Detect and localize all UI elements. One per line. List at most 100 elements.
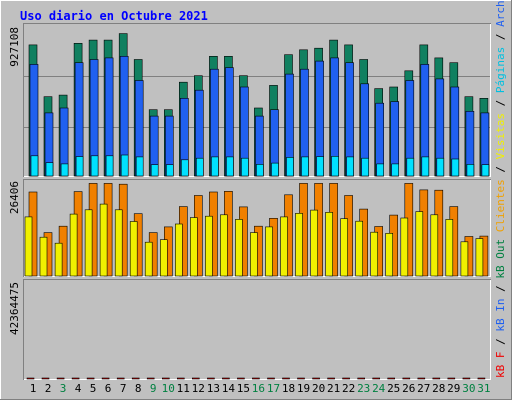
bar-clientes-day-19 <box>295 213 303 277</box>
bar-kb-f-day-10 <box>162 377 170 380</box>
x-label-day-12: 12 <box>192 382 205 395</box>
bar-clientes-day-26 <box>400 217 409 277</box>
bar-clientes-day-11 <box>175 223 183 277</box>
bar-kb-f-day-26 <box>402 377 411 380</box>
bar-páginas-day-11 <box>181 159 189 177</box>
bar-kb-f-day-9 <box>146 377 155 380</box>
bar-kb-f-day-6 <box>101 377 110 380</box>
panel-middle <box>23 179 491 277</box>
bar-kb-f-day-31 <box>477 377 486 380</box>
legend-part-8: Visitas <box>494 113 507 159</box>
legend-part-3: / <box>494 279 507 299</box>
bar-páginas-day-29 <box>451 158 460 177</box>
chart-title: Uso diario en Octubre 2021 <box>20 9 208 23</box>
bar-clientes-day-24 <box>370 231 379 277</box>
x-label-day-18: 18 <box>282 382 295 395</box>
bar-clientes-day-29 <box>445 219 454 277</box>
bar-páginas-day-8 <box>135 156 144 177</box>
x-label-day-14: 14 <box>222 382 236 395</box>
x-label-day-6: 6 <box>105 382 112 395</box>
bars-middle-panel <box>24 183 489 277</box>
bar-kb-f-day-17 <box>267 377 275 380</box>
bar-clientes-day-12 <box>190 217 198 277</box>
bar-páginas-day-10 <box>166 164 174 177</box>
bar-páginas-day-19 <box>301 156 309 177</box>
x-label-day-21: 21 <box>327 382 340 395</box>
x-label-day-24: 24 <box>372 382 386 395</box>
bar-kb-f-day-3 <box>56 377 65 380</box>
legend-part-0: kB F <box>494 352 507 379</box>
bar-kb-f-day-20 <box>312 377 320 380</box>
legend-part-5 <box>494 232 507 239</box>
bar-clientes-day-31 <box>475 238 484 277</box>
bar-páginas-day-27 <box>421 156 430 177</box>
bar-páginas-day-18 <box>286 157 294 177</box>
right-legend: kB F / kB In / kB Out Clientes / Visitas… <box>494 0 507 378</box>
bar-clientes-day-17 <box>265 226 273 277</box>
legend-part-9: / <box>494 93 507 113</box>
bar-kb-f-day-29 <box>447 377 456 380</box>
x-label-day-4: 4 <box>75 382 82 395</box>
bar-kb-f-day-21 <box>327 377 335 380</box>
bar-clientes-day-18 <box>280 216 288 277</box>
bar-clientes-day-30 <box>460 241 469 277</box>
bar-kb-f-day-11 <box>177 377 185 380</box>
bar-kb-f-day-18 <box>282 377 290 380</box>
bar-clientes-day-20 <box>310 209 318 277</box>
legend-part-7: / <box>494 159 507 179</box>
x-label-day-5: 5 <box>90 382 97 395</box>
bar-páginas-day-3 <box>60 163 69 177</box>
legend-part-1: / <box>494 332 507 352</box>
bar-páginas-day-26 <box>406 157 415 177</box>
bar-páginas-day-20 <box>316 156 324 177</box>
bar-kb-f-day-5 <box>86 377 95 380</box>
bar-kb-f-day-19 <box>297 377 305 380</box>
legend-part-12: Archivos <box>494 0 507 27</box>
legend-part-4: kB Out <box>494 239 507 279</box>
bar-clientes-day-25 <box>385 233 394 277</box>
bar-clientes-day-6 <box>99 203 108 277</box>
bar-páginas-day-17 <box>271 162 279 177</box>
x-label-day-22: 22 <box>342 382 355 395</box>
x-label-day-9: 9 <box>150 382 157 395</box>
bar-páginas-day-6 <box>105 155 114 177</box>
bar-clientes-day-16 <box>250 232 258 277</box>
x-label-day-25: 25 <box>387 382 400 395</box>
x-label-day-27: 27 <box>417 382 430 395</box>
bar-clientes-day-4 <box>69 213 78 277</box>
bar-páginas-day-4 <box>75 156 84 177</box>
bar-kb-f-day-28 <box>432 377 441 380</box>
bar-clientes-day-15 <box>235 219 243 277</box>
x-label-day-19: 19 <box>297 382 310 395</box>
y-max-label-middle: 26406 <box>8 181 21 214</box>
y-max-label-top: 927108 <box>8 27 21 67</box>
legend-part-10: Páginas <box>494 47 507 93</box>
bar-kb-f-day-8 <box>131 377 140 380</box>
bar-páginas-day-5 <box>90 155 99 177</box>
bar-clientes-day-1 <box>24 216 33 277</box>
x-label-day-16: 16 <box>252 382 265 395</box>
bar-clientes-day-22 <box>340 218 348 277</box>
x-label-day-15: 15 <box>237 382 250 395</box>
x-label-day-17: 17 <box>267 382 280 395</box>
x-label-day-26: 26 <box>402 382 415 395</box>
bars-top-panel <box>28 33 490 177</box>
bar-kb-f-day-30 <box>462 377 471 380</box>
x-label-day-20: 20 <box>312 382 325 395</box>
bar-clientes-day-28 <box>430 214 439 277</box>
bar-páginas-day-25 <box>391 163 400 177</box>
bar-páginas-day-22 <box>346 156 354 177</box>
bar-kb-f-day-22 <box>342 377 350 380</box>
bar-páginas-day-9 <box>150 164 159 177</box>
bar-kb-f-day-24 <box>372 377 381 380</box>
bar-clientes-day-13 <box>205 215 213 277</box>
bar-clientes-day-21 <box>325 212 333 277</box>
bar-clientes-day-2 <box>39 236 48 277</box>
x-label-day-1: 1 <box>30 382 37 395</box>
bar-páginas-day-23 <box>361 157 370 177</box>
bar-kb-f-day-1 <box>26 377 35 380</box>
x-label-day-2: 2 <box>45 382 52 395</box>
x-label-day-31: 31 <box>477 382 490 395</box>
